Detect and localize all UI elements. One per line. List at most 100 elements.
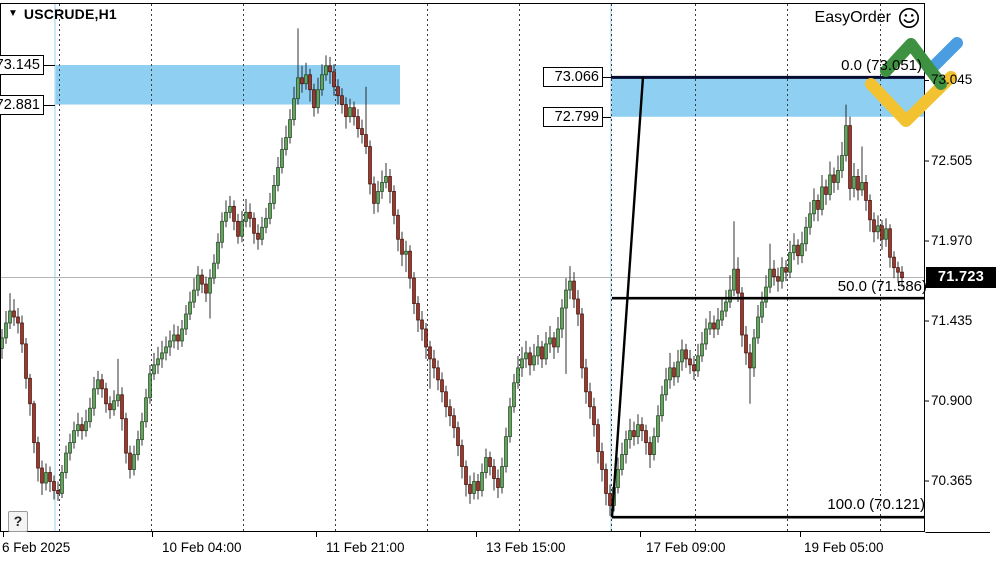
candle-up — [172, 334, 176, 342]
candle-up — [192, 289, 196, 303]
candle-up — [508, 406, 512, 438]
easyorder-label[interactable]: EasyOrder — [814, 9, 891, 26]
candle-down — [744, 334, 748, 354]
candle-up — [656, 415, 660, 438]
price-axis-label: 70.900 — [931, 392, 973, 408]
candle-up — [620, 454, 624, 470]
candle-up — [756, 316, 760, 339]
candle-down — [588, 391, 592, 408]
candle-down — [416, 303, 420, 321]
candle-down — [632, 430, 636, 438]
candle-down — [648, 442, 652, 455]
candle-down — [56, 490, 60, 494]
candle-up — [152, 364, 156, 375]
candle-up — [728, 289, 732, 303]
candle-down — [856, 176, 860, 191]
candle-down — [456, 427, 460, 447]
candle-up — [752, 337, 756, 369]
candle-down — [344, 104, 348, 118]
candle-down — [888, 228, 892, 258]
candle-up — [324, 65, 328, 76]
candle-up — [516, 367, 520, 384]
fib-level-label: 50.0 (71.586) — [837, 278, 927, 295]
candle-down — [24, 343, 28, 379]
candle-down — [892, 256, 896, 269]
candle-up — [724, 301, 728, 312]
candle-up — [8, 310, 12, 324]
candle-up — [116, 394, 120, 402]
time-axis-label: 10 Feb 04:00 — [162, 540, 242, 555]
candle-up — [404, 250, 408, 255]
candle-down — [372, 183, 376, 204]
candle-up — [812, 199, 816, 215]
candle-down — [200, 274, 204, 285]
candle-up — [292, 98, 296, 121]
candle-up — [472, 481, 476, 494]
candle-down — [592, 406, 596, 426]
candle-down — [600, 451, 604, 470]
candle-up — [132, 454, 136, 470]
symbol-dropdown-icon[interactable]: ▼ — [8, 8, 18, 19]
candle-down — [340, 95, 344, 106]
candle-up — [380, 182, 384, 192]
time-axis-label: 13 Feb 15:00 — [486, 540, 566, 555]
fib-trend-line[interactable] — [610, 76, 645, 518]
candle-down — [420, 319, 424, 330]
candle-up — [136, 439, 140, 455]
easyorder-panel[interactable]: EasyOrder — [815, 7, 920, 29]
candle-up — [264, 217, 268, 228]
candle-down — [596, 424, 600, 452]
candle-up — [320, 74, 324, 91]
candle-down — [176, 334, 180, 342]
price-label-tick — [44, 65, 55, 67]
candle-down — [464, 466, 468, 485]
candle-down — [204, 283, 208, 294]
candle-down — [252, 217, 256, 234]
candle-down — [868, 199, 872, 221]
candle-down — [312, 89, 316, 109]
candle-up — [792, 244, 796, 254]
price-level-label[interactable]: 72.799 — [543, 106, 603, 127]
candle-up — [732, 268, 736, 291]
logo-yellow-check — [865, 71, 957, 127]
price-level-label[interactable]: 73.066 — [543, 66, 603, 87]
candle-up — [512, 382, 516, 408]
candle-down — [476, 481, 480, 491]
candle-down — [460, 445, 464, 467]
candle-down — [328, 65, 332, 73]
candle-down — [80, 424, 84, 432]
candle-down — [776, 276, 780, 282]
candle-down — [640, 424, 644, 432]
candle-up — [504, 436, 508, 467]
candle-down — [232, 205, 236, 222]
candle-up — [216, 241, 220, 264]
candle-up — [500, 466, 504, 488]
candle-up — [860, 182, 864, 191]
candle-down — [364, 134, 368, 147]
price-level-label[interactable]: 72.881 — [0, 94, 44, 115]
smiley-icon — [899, 8, 919, 28]
time-axis-label: 6 Feb 2025 — [2, 540, 71, 555]
candle-up — [240, 220, 244, 237]
candle-down — [740, 292, 744, 336]
candle-up — [88, 407, 92, 423]
candle-down — [712, 322, 716, 330]
candle-down — [736, 268, 740, 294]
candle-up — [60, 472, 64, 494]
candle-up — [876, 225, 880, 233]
help-button[interactable]: ? — [8, 511, 28, 532]
candle-down — [20, 322, 24, 345]
candle-down — [880, 225, 884, 240]
candle-down — [796, 244, 800, 257]
logo-green-zigzag — [880, 38, 947, 90]
candle-up — [4, 322, 8, 339]
candle-down — [52, 481, 56, 491]
price-level-label[interactable]: 73.145 — [0, 55, 44, 76]
candle-up — [184, 313, 188, 330]
candle-down — [688, 358, 692, 366]
candle-up — [156, 358, 160, 366]
candle-down — [816, 199, 820, 210]
candle-up — [676, 361, 680, 378]
